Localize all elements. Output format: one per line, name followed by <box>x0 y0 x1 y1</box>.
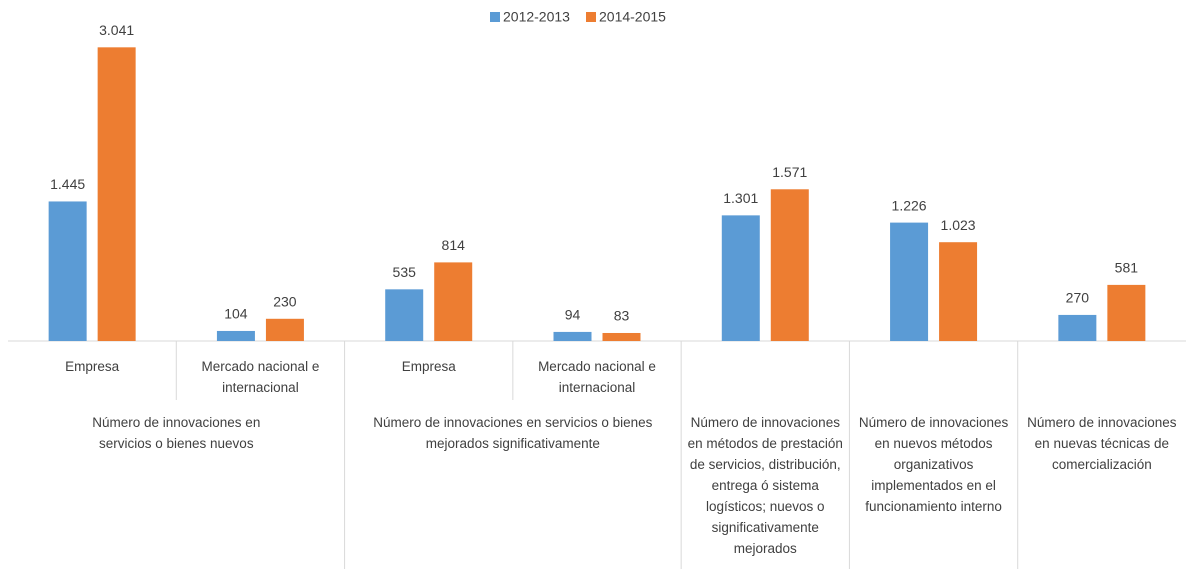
bar <box>939 242 978 341</box>
group-label: Número de innovaciones en nuevas técnica… <box>1027 415 1177 472</box>
value-label: 1.226 <box>892 197 927 213</box>
bar <box>553 331 592 341</box>
value-label: 814 <box>442 237 466 253</box>
bar <box>1107 284 1146 341</box>
value-label: 94 <box>565 307 581 323</box>
value-label: 83 <box>614 308 630 324</box>
group-label: Número de innovaciones en servicios o bi… <box>373 415 653 451</box>
group-label: Número de innovaciones en métodos de pre… <box>687 415 843 556</box>
bar <box>1058 314 1097 341</box>
bar <box>216 330 255 341</box>
bar <box>602 332 641 341</box>
value-label: 3.041 <box>99 22 134 38</box>
bar <box>434 262 473 341</box>
category-label: Empresa <box>65 359 120 374</box>
category-label: Mercado nacional e internacional <box>538 359 656 395</box>
value-label: 1.571 <box>772 164 807 180</box>
value-label: 104 <box>224 306 248 322</box>
value-label: 1.445 <box>50 176 85 192</box>
bar <box>770 189 809 341</box>
value-label: 270 <box>1066 290 1090 306</box>
group-label: Número de innovaciones en nuevos métodos… <box>858 415 1009 514</box>
legend-label: 2012-2013 <box>503 9 570 25</box>
value-label: 581 <box>1115 260 1139 276</box>
group-label: Número de innovaciones en servicios o bi… <box>92 415 261 451</box>
bar <box>97 47 136 341</box>
category-label: Mercado nacional e internacional <box>201 359 320 395</box>
bar <box>890 222 929 341</box>
value-label: 230 <box>273 293 297 309</box>
value-label: 535 <box>393 264 417 280</box>
bar <box>721 215 760 341</box>
legend-swatch <box>586 12 596 22</box>
legend-swatch <box>490 12 500 22</box>
bar <box>48 201 87 341</box>
category-label: Empresa <box>401 359 456 374</box>
value-label: 1.301 <box>723 190 758 206</box>
bar <box>265 318 304 341</box>
legend-label: 2014-2015 <box>599 9 666 25</box>
value-label: 1.023 <box>941 217 976 233</box>
bar <box>385 289 424 341</box>
